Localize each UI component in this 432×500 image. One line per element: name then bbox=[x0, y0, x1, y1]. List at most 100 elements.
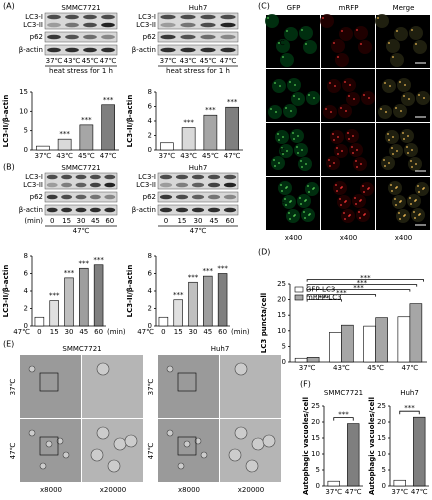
puncta bbox=[332, 133, 334, 135]
significance-label: *** bbox=[103, 96, 114, 104]
blot-band bbox=[207, 194, 221, 200]
blot-row-label: p62 bbox=[30, 193, 43, 201]
panel-label: (F) bbox=[300, 380, 311, 389]
puncta bbox=[286, 150, 288, 152]
puncta bbox=[290, 200, 292, 202]
blot-band bbox=[160, 22, 176, 28]
puncta bbox=[388, 42, 390, 44]
cell-body bbox=[306, 91, 320, 105]
puncta bbox=[282, 153, 284, 155]
blot-row-label: LC3-II bbox=[136, 21, 156, 29]
vacuole bbox=[96, 362, 110, 376]
blot-band bbox=[65, 47, 79, 53]
blot-actin-panel bbox=[44, 44, 118, 56]
puncta bbox=[392, 56, 394, 58]
em-image bbox=[158, 355, 219, 418]
blot-p62-panel bbox=[44, 31, 118, 43]
puncta bbox=[389, 85, 391, 87]
cell-body bbox=[294, 143, 308, 157]
puncta bbox=[298, 98, 300, 100]
y-tick-label: 20 bbox=[377, 418, 386, 426]
blot-lane-label: 47℃ bbox=[100, 57, 117, 65]
x-tick-label: 43℃ bbox=[333, 364, 350, 372]
blot-band bbox=[83, 14, 97, 20]
puncta bbox=[392, 136, 394, 138]
puncta bbox=[360, 163, 362, 165]
significance-label: *** bbox=[173, 291, 184, 299]
magnification: x8000 bbox=[40, 486, 62, 494]
blot-band bbox=[159, 207, 173, 213]
bar bbox=[203, 275, 213, 327]
y-axis-label: Autophagic vacuoles/cell bbox=[368, 397, 376, 495]
blot-band bbox=[191, 182, 205, 188]
legend-swatch bbox=[294, 294, 304, 301]
blot-band bbox=[223, 174, 237, 180]
magnification: x400 bbox=[395, 234, 413, 242]
blot-row-label: p62 bbox=[143, 33, 156, 41]
panel-label: (E) bbox=[3, 340, 14, 349]
blot-band bbox=[46, 174, 58, 180]
bar bbox=[203, 114, 218, 151]
x-tick-label: 37℃ bbox=[158, 152, 175, 160]
y-tick-label: 5 bbox=[316, 466, 320, 474]
significance-label: *** bbox=[188, 273, 199, 281]
cell-body bbox=[272, 79, 286, 93]
y-tick-label: 0 bbox=[148, 322, 152, 330]
y-tick-label: 0 bbox=[24, 146, 28, 154]
puncta bbox=[411, 29, 413, 31]
bar bbox=[158, 316, 169, 327]
puncta bbox=[270, 108, 272, 110]
cell-body bbox=[409, 26, 423, 40]
puncta bbox=[344, 218, 346, 220]
significance-bracket bbox=[399, 410, 420, 415]
puncta bbox=[308, 191, 310, 193]
cell-body bbox=[389, 144, 403, 158]
em-image bbox=[82, 355, 143, 418]
puncta bbox=[411, 149, 413, 151]
significance-bracket bbox=[333, 417, 354, 421]
bar bbox=[93, 264, 104, 327]
vacuole bbox=[194, 437, 202, 445]
row-label: 47℃ bbox=[147, 442, 155, 459]
cell-body bbox=[265, 14, 279, 28]
blot-lane-label: 60 bbox=[226, 217, 235, 225]
x-axis-label: (min) bbox=[231, 328, 250, 336]
puncta bbox=[289, 218, 291, 220]
blot-row-label: LC3-I bbox=[138, 173, 156, 181]
blot-band bbox=[65, 14, 79, 20]
y-tick-label: 4 bbox=[24, 287, 29, 295]
puncta bbox=[307, 185, 309, 187]
x-tick-label: 37℃ bbox=[34, 152, 51, 160]
blot-band bbox=[180, 14, 196, 20]
blot-band bbox=[180, 34, 196, 40]
cell-body bbox=[360, 182, 374, 196]
puncta bbox=[297, 152, 299, 154]
bar bbox=[363, 325, 376, 363]
cell-body bbox=[400, 129, 414, 143]
cell-body bbox=[337, 195, 351, 209]
puncta bbox=[396, 30, 398, 32]
puncta bbox=[392, 153, 394, 155]
blot-row-label: LC3-II bbox=[23, 21, 43, 29]
puncta bbox=[356, 149, 358, 151]
magnification: x8000 bbox=[178, 486, 200, 494]
significance-label: *** bbox=[205, 106, 216, 114]
puncta bbox=[408, 98, 410, 100]
em-cell-name: Huh7 bbox=[211, 345, 230, 353]
bar bbox=[34, 316, 45, 327]
em-image bbox=[220, 419, 281, 482]
vacuole bbox=[166, 429, 174, 437]
blot-band bbox=[223, 194, 237, 200]
vacuole bbox=[166, 365, 174, 373]
panel-label: (B) bbox=[3, 163, 15, 172]
puncta bbox=[308, 94, 310, 96]
x-tick-label: 43℃ bbox=[180, 152, 197, 160]
puncta bbox=[399, 218, 401, 220]
significance-bracket bbox=[306, 289, 411, 292]
x-tick-label: 30 bbox=[65, 328, 74, 336]
puncta bbox=[396, 186, 398, 188]
vacuole bbox=[200, 451, 208, 459]
puncta bbox=[340, 204, 342, 206]
x-tick-label: 15 bbox=[174, 328, 183, 336]
bar bbox=[341, 324, 354, 363]
